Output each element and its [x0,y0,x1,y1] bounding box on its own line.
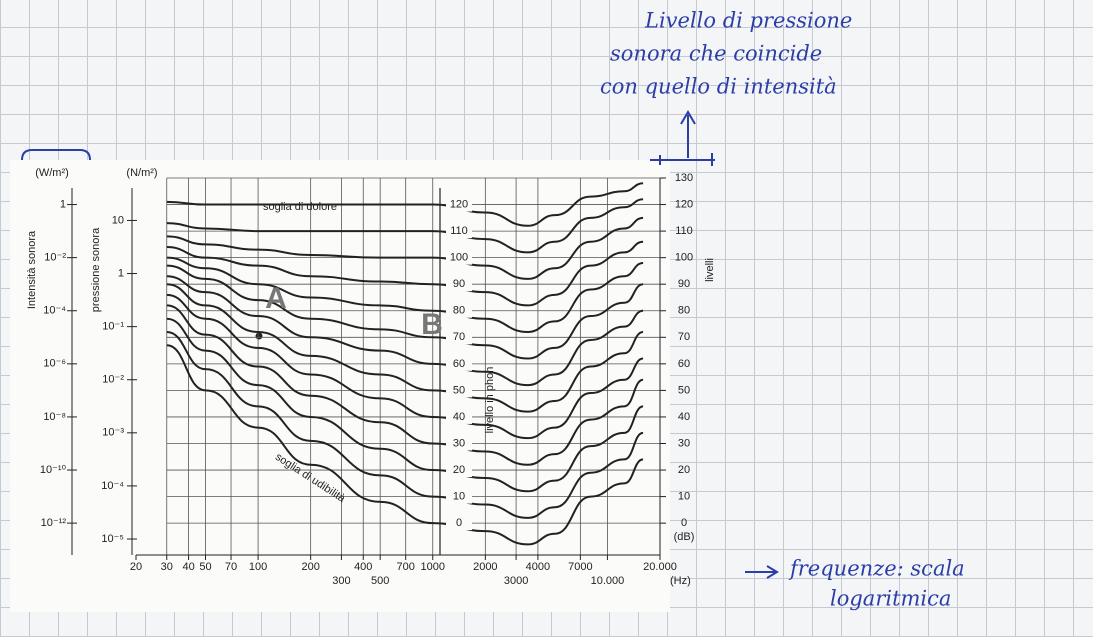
x-tick-label: 1000 [421,561,445,573]
annotation: A [265,282,287,315]
y-tick-label: 10⁻⁴ [101,480,124,492]
x-tick-label: 7000 [568,561,592,573]
x-unit: (Hz) [670,575,691,587]
legend-label: 50 [453,384,465,396]
annotation: B [421,308,443,341]
bracket [22,150,90,160]
y-axis-title: livelli [704,258,716,282]
legend-label: 70 [453,331,465,343]
legend-label: 90 [453,278,465,290]
axis-unit: (N/m²) [126,167,157,179]
handwriting: Livello di pressione [644,9,852,33]
x-tick-label: 50 [199,561,211,573]
legend-label: 120 [450,198,468,210]
y-tick-label: 10⁻⁴ [43,305,66,317]
legend-label: 110 [450,225,468,237]
x-tick-label: 500 [371,575,389,587]
handwriting: frequenze: scala [788,557,965,581]
y-tick-label: 10⁻⁸ [43,411,66,423]
y-tick-label: 1 [60,198,66,210]
y-tick-label: 30 [678,437,690,449]
x-tick-label: 300 [332,575,350,587]
y-tick-label: 10⁻⁶ [43,358,66,370]
y-tick-label: 10 [678,490,690,502]
y-tick-label: 0 [681,517,687,529]
y-tick-label: 100 [675,252,693,264]
x-tick-label: 200 [301,561,319,573]
y-tick-label: 10⁻¹² [41,517,67,529]
chart: Livello di pressione sonora che coincide… [0,0,1093,637]
y-tick-label: 120 [675,198,693,210]
x-tick-label: 20 [130,561,142,573]
x-tick-label: 10.000 [591,575,625,587]
y-tick-label: 10⁻² [102,374,124,386]
y-tick-label: 10⁻¹ [102,321,124,333]
legend-label: 20 [453,464,465,476]
y-tick-label: 110 [675,225,693,237]
handwriting: sonora che coincide [610,42,822,66]
y-tick-label: 130 [675,172,693,184]
y-tick-label: 10⁻⁵ [101,533,124,545]
legend-label: 40 [453,411,465,423]
x-tick-label: 20.000 [643,561,677,573]
legend-label: 10 [453,490,465,502]
x-tick-label: 100 [249,561,267,573]
handwriting: logaritmica [830,587,951,611]
x-tick-label: 70 [225,561,237,573]
axis-title: Intensità sonora [26,230,38,309]
y-tick-label: 10⁻³ [102,427,124,439]
y-unit: (dB) [674,531,695,543]
y-tick-label: 10⁻¹⁰ [40,464,67,476]
y-tick-label: 10⁻² [44,252,66,264]
legend-label: 30 [453,437,465,449]
axis-unit: (W/m²) [35,167,69,179]
y-tick-label: 10 [112,214,124,226]
x-tick-label: 30 [161,561,173,573]
page: {"chart_data":{"type":"line", "x_unit":"… [0,0,1093,637]
y-tick-label: 60 [678,358,690,370]
legend-label: 100 [450,252,468,264]
x-tick-label: 700 [397,561,415,573]
x-tick-label: 400 [354,561,372,573]
handwriting: con quello di intensità [600,75,837,99]
y-tick-label: 20 [678,464,690,476]
y-tick-label: 50 [678,384,690,396]
x-tick-label: 4000 [526,561,550,573]
y-tick-label: 40 [678,411,690,423]
arrow-right [745,566,777,578]
annotation: soglia di dolore [263,201,337,213]
axis-title: pressione sonora [90,227,102,312]
arrow-up [650,112,715,166]
legend-label: 60 [453,358,465,370]
x-tick-label: 2000 [473,561,497,573]
y-tick-label: 90 [678,278,690,290]
x-tick-label: 3000 [504,575,528,587]
point [256,333,263,340]
legend-label: 0 [456,517,462,529]
x-tick-label: 40 [182,561,194,573]
y-tick-label: 70 [678,331,690,343]
legend-label: 80 [453,305,465,317]
y-tick-label: 80 [678,305,690,317]
y-tick-label: 1 [118,267,124,279]
